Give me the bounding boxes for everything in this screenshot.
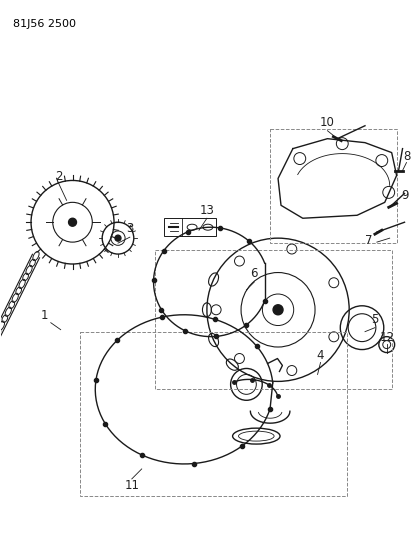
Text: 3: 3 — [126, 222, 133, 235]
Text: 12: 12 — [379, 331, 394, 344]
Text: 4: 4 — [317, 349, 324, 362]
Text: 13: 13 — [199, 204, 214, 217]
Text: 9: 9 — [401, 189, 408, 202]
Bar — [154, 250, 392, 389]
Circle shape — [115, 235, 121, 241]
Text: 6: 6 — [250, 268, 258, 280]
Bar — [80, 332, 347, 496]
Text: 81J56 2500: 81J56 2500 — [13, 19, 76, 29]
Bar — [270, 129, 397, 243]
Text: 2: 2 — [55, 170, 63, 183]
Text: 7: 7 — [365, 233, 373, 247]
Text: 11: 11 — [124, 479, 139, 492]
Circle shape — [273, 305, 283, 315]
Text: 8: 8 — [403, 150, 410, 163]
Text: 1: 1 — [41, 309, 49, 322]
Bar — [164, 218, 216, 236]
Circle shape — [68, 218, 77, 226]
Text: 10: 10 — [320, 116, 335, 130]
Text: 5: 5 — [371, 313, 379, 326]
